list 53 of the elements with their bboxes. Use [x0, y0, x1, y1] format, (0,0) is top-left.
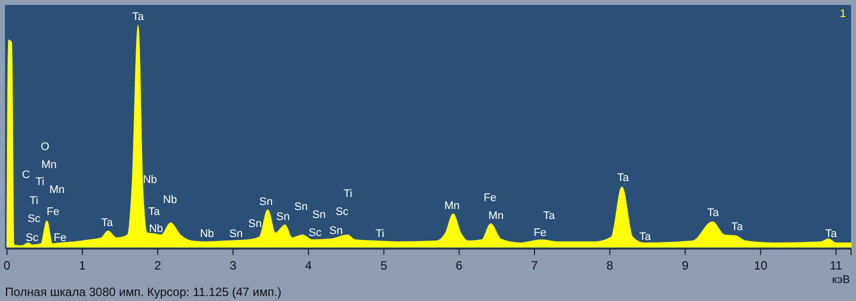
x-tick-label: 0 [4, 258, 11, 273]
x-axis-title: кэВ [832, 274, 850, 286]
x-tick-label: 9 [682, 258, 689, 273]
annotation: Sn [259, 196, 273, 208]
annotation: Ta [543, 210, 556, 222]
text: 1 [840, 8, 846, 20]
annotation: Mn [49, 184, 65, 196]
x-tick-label: 7 [531, 258, 538, 273]
annotation: Sn [229, 228, 243, 240]
annotation: Ta [731, 220, 744, 233]
annotation: Ti [376, 228, 384, 240]
annotation: Sn [329, 224, 343, 237]
annotation: Ti [30, 194, 38, 207]
annotation: Fe [484, 192, 496, 204]
annotation: Fe [534, 226, 546, 239]
annotation: Sn [276, 210, 290, 223]
annotation: Mn [488, 210, 504, 222]
annotation: Ta [707, 206, 720, 219]
annotation: Nb [148, 222, 164, 235]
text: Полная шкала 3080 имп. Курсор: 11.125 (47 имп.) [5, 285, 282, 299]
annotation: Ta [639, 230, 652, 243]
annotation: Sn [248, 218, 262, 230]
x-tick-label: 11 [830, 258, 842, 273]
annotation: Nb [162, 194, 178, 206]
annotation: Nb [200, 228, 214, 240]
annotation: Sc [26, 232, 39, 244]
annotation: Sn [294, 200, 308, 213]
annotation: Ta [101, 216, 114, 229]
annotation: Sc [308, 226, 322, 239]
annotation: Sc [336, 206, 349, 218]
annotation: C [22, 168, 30, 181]
x-tick-label: 10 [754, 258, 768, 273]
text: Ta [132, 10, 145, 23]
annotation: Ta [825, 228, 838, 240]
annotation: O [40, 140, 50, 153]
annotation: Ti [344, 188, 352, 200]
annotation: Mn [41, 158, 57, 171]
annotation: Sn [312, 208, 326, 221]
annotation: Ta [617, 172, 630, 184]
x-tick-label: 3 [230, 258, 237, 273]
annotation: Fe [54, 232, 66, 244]
annotation: Mn [444, 200, 460, 212]
annotation: Fe [46, 206, 60, 218]
annotation: Nb [142, 174, 158, 186]
x-tick-label: 8 [606, 258, 614, 273]
x-tick-label: 6 [456, 258, 463, 273]
annotation: Ta [148, 206, 161, 218]
annotation: Sc [28, 212, 41, 225]
annotation: Ti [36, 176, 44, 188]
x-tick-label: 1 [79, 258, 86, 273]
x-tick-label: 2 [154, 258, 162, 273]
x-tick-label: 5 [380, 258, 388, 273]
x-tick-label: 4 [305, 258, 312, 273]
